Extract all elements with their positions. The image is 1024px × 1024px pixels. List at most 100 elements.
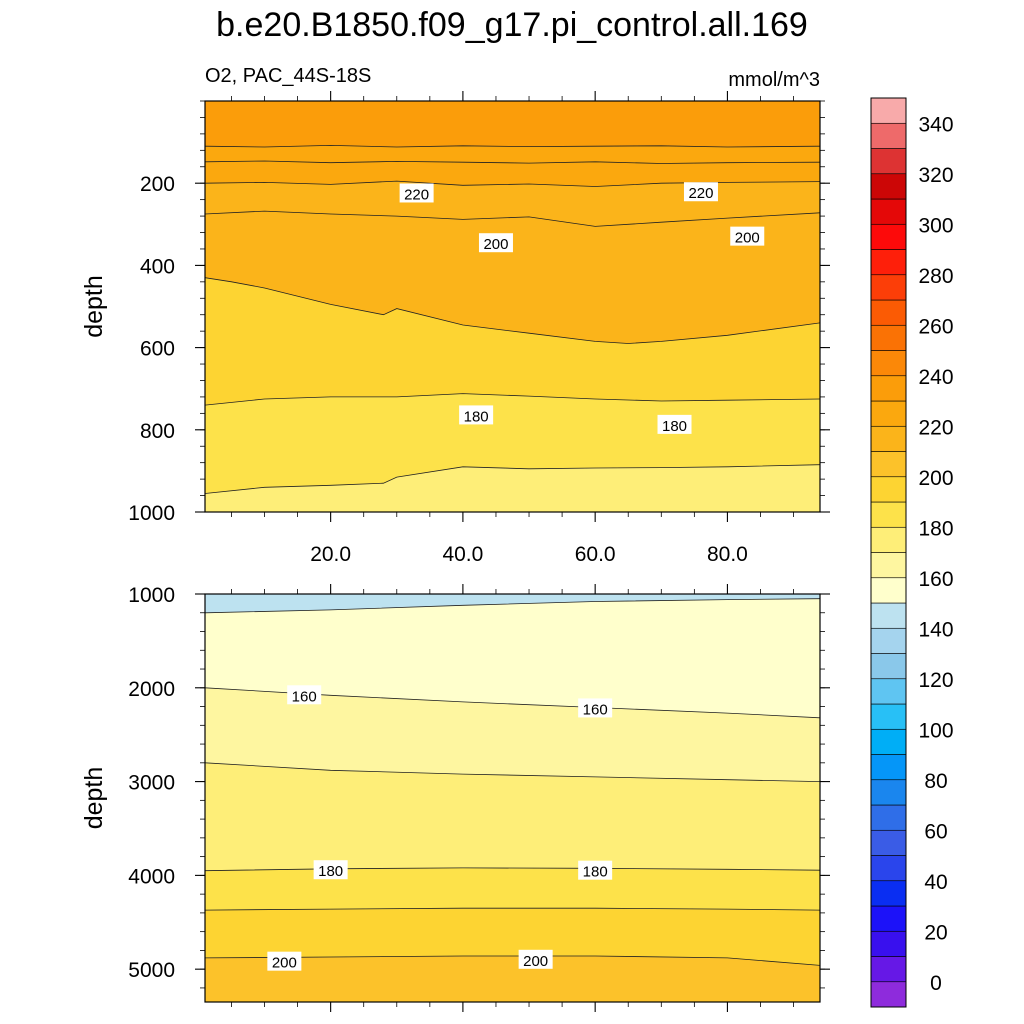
colorbar-swatch: [870, 779, 907, 806]
y-tick-label: 400: [140, 255, 175, 278]
contour-band: [205, 161, 820, 187]
contour-line: [205, 144, 820, 148]
colorbar-swatch: [870, 526, 907, 553]
contour-fill-group: [205, 101, 820, 512]
colorbar-swatch: [870, 627, 907, 654]
colorbar-tick-label: 140: [918, 618, 953, 641]
contour-fill-group: [205, 594, 820, 1002]
contour-band: [205, 181, 820, 227]
contour-band: [205, 908, 820, 966]
x-tick-label: 80.0: [707, 543, 748, 566]
colorbar-swatch: [870, 148, 907, 175]
contour-line: [205, 867, 820, 872]
colorbar-tick-label: 340: [918, 113, 953, 136]
contour-band: [205, 464, 820, 512]
y-tick-label: 2000: [128, 678, 175, 701]
colorbar-tick-label: 220: [918, 416, 953, 439]
contour-label: 160: [292, 688, 317, 705]
colorbar-tick-label: 260: [918, 315, 953, 338]
colorbar-tick-label: 60: [924, 820, 947, 843]
y-axis-label: depth: [80, 767, 108, 830]
colorbar-swatch: [870, 476, 907, 503]
contour-band: [205, 598, 820, 718]
colorbar: 0 20 40 60 80 100 120 140 160 180 200 220 240 260 280 3…: [870, 97, 954, 1008]
colorbar-swatch: [870, 678, 907, 705]
contour-label-box: [578, 860, 613, 880]
colorbar-swatch: [870, 451, 907, 478]
y-tick-label: 3000: [128, 772, 175, 795]
colorbar-swatch: [870, 223, 907, 250]
contour-band: [205, 687, 820, 782]
contour-band: [205, 594, 820, 613]
colorbar-swatch: [870, 350, 907, 377]
colorbar-swatch: [870, 602, 907, 629]
colorbar-swatch: [870, 552, 907, 579]
colorbar-swatch: [870, 930, 907, 957]
contour-band: [205, 277, 820, 406]
chart-title: b.e20.B1850.f09_g17.pi_control.all.169: [216, 6, 808, 44]
contour-label-box: [578, 698, 613, 718]
contour-label: 180: [318, 863, 343, 880]
colorbar-swatch: [870, 577, 907, 604]
y-tick-label: 4000: [128, 865, 175, 888]
y-axis-label: depth: [80, 275, 108, 338]
contour-line: [205, 762, 820, 782]
contour-label: 160: [583, 701, 608, 718]
contour-band: [205, 145, 820, 164]
colorbar-swatch: [870, 703, 907, 730]
contour-label-box: [459, 405, 494, 425]
contour-label: 200: [523, 953, 548, 970]
colorbar-tick-label: 200: [918, 467, 953, 490]
contour-label-box: [657, 414, 692, 434]
contour-label: 180: [464, 408, 489, 425]
colorbar-tick-label: 40: [924, 871, 947, 894]
contour-line: [205, 907, 820, 911]
colorbar-swatch: [870, 97, 907, 124]
contour-label: 180: [662, 418, 687, 435]
x-tick-label: 20.0: [310, 543, 351, 566]
colorbar-swatch: [870, 299, 907, 326]
colorbar-tick-label: 100: [918, 719, 953, 742]
colorbar-swatch: [870, 274, 907, 301]
y-tick-label: 200: [140, 173, 175, 196]
colorbar-tick-label: 120: [918, 669, 953, 692]
contour-label-box: [478, 233, 513, 253]
upper-depth-panel: 220 220 200 200 180 180 200 400 600 800 1000 20.0 40…: [80, 91, 830, 566]
colorbar-swatch: [870, 653, 907, 680]
colorbar-tick-label: 280: [918, 265, 953, 288]
lower-depth-panel: 160 160 180 180 200 200 1000 2000 3000 4000 5000 de…: [80, 584, 830, 1012]
colorbar-swatch: [870, 324, 907, 351]
contour-band: [205, 956, 820, 1002]
y-tick-label: 800: [140, 420, 175, 443]
contour-line: [205, 598, 820, 614]
colorbar-tick-label: 160: [918, 568, 953, 591]
contour-label: 220: [404, 186, 429, 203]
contour-label-box: [730, 226, 765, 246]
colorbar-swatch: [870, 198, 907, 225]
contour-band: [205, 101, 820, 148]
colorbar-tick-label: 240: [918, 366, 953, 389]
contour-label-box: [267, 951, 302, 971]
colorbar-swatch: [870, 754, 907, 781]
y-tick-label: 5000: [128, 959, 175, 982]
colorbar-tick-label: 0: [930, 972, 942, 995]
contour-line: [205, 210, 820, 227]
y-tick-label: 1000: [128, 584, 175, 607]
colorbar-swatch: [870, 880, 907, 907]
colorbar-swatch: [870, 829, 907, 856]
contour-label-box: [313, 860, 348, 880]
x-tick-label: 40.0: [442, 543, 483, 566]
colorbar-swatch: [870, 855, 907, 882]
plot-frame: [204, 100, 821, 513]
colorbar-swatch: [870, 249, 907, 276]
contour-line: [205, 160, 820, 164]
contour-band: [205, 867, 820, 911]
contour-label: 220: [688, 185, 713, 202]
x-tick-label: 60.0: [575, 543, 616, 566]
colorbar-swatch: [870, 728, 907, 755]
contour-band: [205, 762, 820, 871]
y-tick-label: 1000: [128, 502, 175, 525]
contour-label: 200: [735, 230, 760, 247]
colorbar-tick-label: 180: [918, 517, 953, 540]
